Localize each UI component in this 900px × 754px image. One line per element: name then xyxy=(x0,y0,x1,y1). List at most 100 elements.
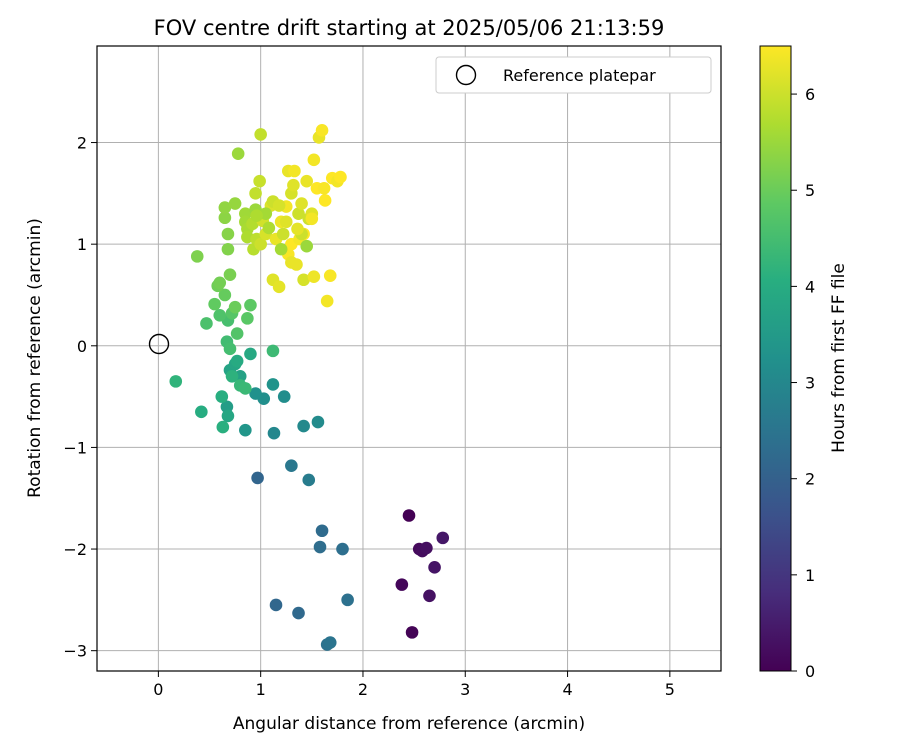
data-point xyxy=(288,164,301,178)
x-axis-ticks: 0 1 2 3 4 5 xyxy=(153,671,675,699)
legend-box xyxy=(435,56,712,94)
colorbar-gradient xyxy=(759,45,792,672)
chart-title: FOV centre drift starting at 2025/05/06 … xyxy=(154,16,665,40)
data-point xyxy=(274,242,288,256)
legend-reference-marker-icon xyxy=(455,64,477,86)
data-point xyxy=(405,626,419,639)
grid-lines xyxy=(97,46,721,671)
data-point xyxy=(272,280,286,294)
legend: Reference platepar xyxy=(435,56,712,94)
colorbar-tick-label: 2 xyxy=(805,470,815,489)
data-point xyxy=(266,378,280,391)
data-point xyxy=(277,390,291,403)
y-axis-label: Rotation from reference (arcmin) xyxy=(25,218,45,498)
colorbar-tick-label: 3 xyxy=(805,374,815,393)
data-point xyxy=(307,153,321,167)
colorbar-tick-label: 5 xyxy=(805,181,815,200)
data-point xyxy=(216,420,230,434)
data-point xyxy=(244,347,257,361)
y-tick-label: −2 xyxy=(63,540,87,559)
legend-label: Reference platepar xyxy=(503,66,656,85)
data-point xyxy=(230,354,244,368)
colorbar-tick-label: 0 xyxy=(805,662,815,681)
y-tick-label: 2 xyxy=(77,134,87,153)
data-point xyxy=(341,593,354,607)
data-point xyxy=(213,309,227,322)
data-point xyxy=(254,128,267,141)
data-point xyxy=(272,199,286,212)
data-point xyxy=(239,423,252,437)
data-point xyxy=(311,415,325,429)
data-point xyxy=(269,598,283,612)
data-point xyxy=(300,174,314,188)
data-point xyxy=(239,382,252,395)
data-point xyxy=(307,270,321,283)
data-point xyxy=(231,147,245,161)
data-point xyxy=(276,227,290,241)
data-point xyxy=(213,276,227,290)
data-point xyxy=(251,471,264,485)
data-point xyxy=(320,294,334,308)
data-point xyxy=(220,400,234,414)
data-point xyxy=(295,197,308,210)
data-point xyxy=(218,201,232,214)
data-point xyxy=(253,174,266,188)
plot-frame xyxy=(96,45,722,672)
data-point xyxy=(249,387,262,400)
data-point xyxy=(313,540,327,554)
colorbar-tick-label: 4 xyxy=(805,277,815,296)
reference-platepar-marker xyxy=(148,333,170,355)
x-tick-label: 1 xyxy=(256,680,266,699)
data-point xyxy=(317,181,331,195)
data-point xyxy=(323,636,337,649)
data-point xyxy=(285,256,298,269)
x-tick-label: 3 xyxy=(460,680,470,699)
data-point xyxy=(436,531,450,545)
data-point xyxy=(254,237,267,251)
data-point xyxy=(215,390,229,403)
data-point xyxy=(195,405,208,419)
data-point xyxy=(267,426,281,440)
colorbar-tick-label: 1 xyxy=(805,566,815,585)
data-point xyxy=(221,227,235,241)
x-axis-label: Angular distance from reference (arcmin) xyxy=(233,714,585,734)
data-point xyxy=(334,170,347,184)
data-point xyxy=(291,222,304,236)
data-point xyxy=(221,409,235,423)
data-point xyxy=(266,344,280,358)
colorbar-tick-label: 6 xyxy=(805,85,815,104)
data-point xyxy=(244,298,257,312)
data-point xyxy=(297,419,310,433)
data-point xyxy=(208,297,221,311)
data-point xyxy=(262,221,276,235)
colorbar-label: Hours from first FF file xyxy=(829,263,849,453)
data-point xyxy=(395,578,409,591)
data-point xyxy=(297,273,310,287)
data-point xyxy=(292,207,305,220)
data-point xyxy=(336,542,349,556)
data-point xyxy=(287,178,300,192)
data-point xyxy=(218,211,232,225)
data-point xyxy=(228,300,242,314)
data-point xyxy=(200,317,213,330)
data-point xyxy=(420,541,433,555)
x-tick-label: 5 xyxy=(665,680,675,699)
y-axis-ticks: 2 1 0 −1 −2 −3 xyxy=(63,134,97,661)
y-tick-label: −3 xyxy=(63,642,87,661)
x-tick-label: 4 xyxy=(562,680,572,699)
data-point xyxy=(223,268,237,281)
data-point xyxy=(315,524,329,538)
data-point xyxy=(323,269,337,282)
x-tick-label: 0 xyxy=(153,680,163,699)
data-point xyxy=(230,327,244,340)
data-point xyxy=(285,459,298,473)
data-point xyxy=(221,242,235,256)
data-point xyxy=(228,197,242,210)
y-tick-label: 1 xyxy=(77,235,87,254)
data-point xyxy=(218,288,232,302)
data-point xyxy=(169,375,183,388)
data-point xyxy=(318,194,332,207)
data-point xyxy=(423,589,436,603)
